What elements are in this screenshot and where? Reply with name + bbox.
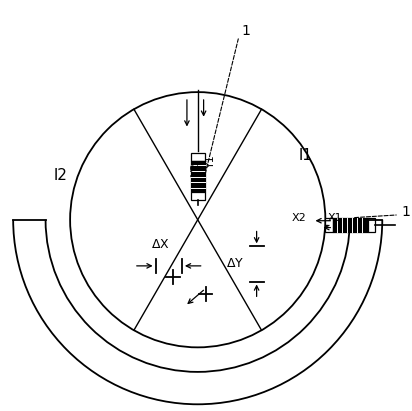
Text: l2: l2 — [53, 168, 67, 183]
Bar — [333, 218, 368, 231]
Text: X1: X1 — [327, 213, 342, 223]
Text: Y1: Y1 — [206, 154, 215, 168]
Text: X2: X2 — [292, 213, 307, 223]
Text: 1: 1 — [402, 205, 411, 219]
Text: Y2: Y2 — [191, 162, 201, 175]
Text: $\Delta$Y: $\Delta$Y — [226, 257, 244, 270]
Bar — [325, 218, 333, 231]
Bar — [191, 153, 205, 161]
Text: l1: l1 — [299, 148, 313, 164]
Bar — [368, 218, 375, 231]
Bar — [191, 192, 205, 200]
Text: $\Delta$X: $\Delta$X — [151, 238, 170, 251]
Text: 1: 1 — [242, 24, 251, 38]
Bar — [191, 161, 205, 192]
